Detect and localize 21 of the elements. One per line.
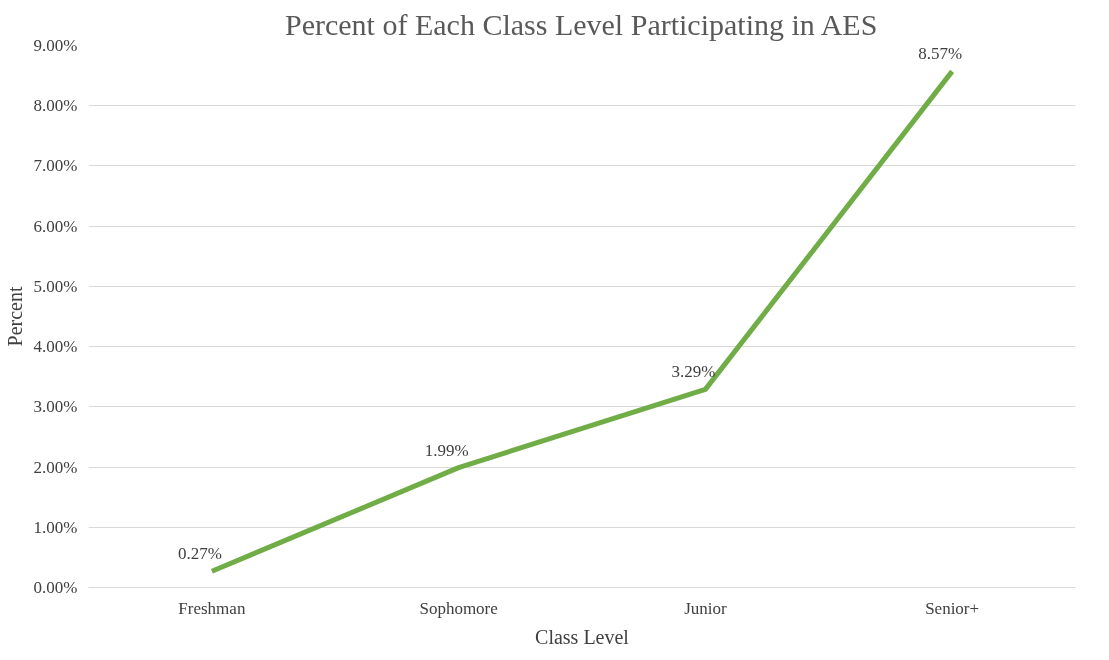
chart-title: Percent of Each Class Level Participating in AES: [285, 7, 878, 41]
y-tick-label: 7.00%: [33, 156, 78, 176]
data-label: 1.99%: [424, 440, 469, 460]
x-tick-label: Senior+: [925, 598, 980, 618]
y-tick-label: 6.00%: [33, 216, 78, 236]
data-label: 8.57%: [918, 44, 963, 64]
y-tick-label: 0.00%: [33, 578, 78, 597]
y-tick-label: 3.00%: [33, 397, 78, 417]
x-tick-label: Freshman: [178, 598, 246, 618]
y-tick-label: 1.00%: [33, 517, 78, 537]
y-tick-label: 9.00%: [33, 36, 78, 55]
x-tick-label: Junior: [684, 598, 727, 618]
y-axis-title: Percent: [3, 286, 26, 347]
y-tick-label: 2.00%: [33, 457, 78, 477]
y-tick-label: 4.00%: [33, 337, 78, 357]
data-label: 0.27%: [177, 544, 222, 564]
y-tick-label: 8.00%: [33, 96, 78, 116]
x-axis-title: Class Level: [535, 625, 630, 648]
x-tick-label: Sophomore: [419, 598, 498, 618]
data-label: 3.29%: [671, 362, 716, 382]
y-tick-label: 5.00%: [33, 276, 78, 296]
